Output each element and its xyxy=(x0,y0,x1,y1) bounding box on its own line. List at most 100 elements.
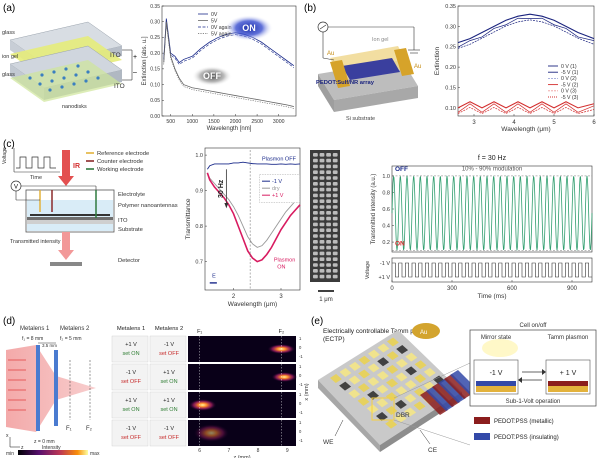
sem-nanoantenna xyxy=(326,164,331,169)
sem-nanoantenna xyxy=(326,222,331,227)
c2-on-label: ON xyxy=(395,240,405,247)
a-on-glow xyxy=(225,15,273,41)
c-electrode-legend xyxy=(86,152,94,170)
sem-nanoantenna xyxy=(319,274,325,279)
sem-nanoantenna xyxy=(332,158,338,163)
a-series-repeat-line xyxy=(163,20,295,68)
c2-xlabel: Time (ms) xyxy=(477,293,506,300)
panel-label-d: (d) xyxy=(3,316,15,327)
c2-xtick-label: 0 xyxy=(390,286,394,292)
b-xtick-label: 4 xyxy=(512,120,516,126)
d-ytick-label: -1 xyxy=(299,410,303,415)
e-pixel-tile xyxy=(404,380,417,390)
b-device-schematic xyxy=(317,21,420,112)
e-v-minus-label: -1 V xyxy=(490,370,503,377)
sem-nanoantenna xyxy=(313,274,318,279)
d-cell-state-2: set ON xyxy=(160,379,177,385)
d-f2-top: F₂ xyxy=(279,329,285,335)
a-series-repeat-line xyxy=(163,23,294,109)
c-time-axis: Time xyxy=(30,175,42,181)
d-header-1: Metalens 1 xyxy=(117,326,145,332)
e-mirror-label: Mirror state xyxy=(481,335,512,341)
d-cell-state-2: set OFF xyxy=(159,435,180,441)
b-series-line xyxy=(457,101,595,109)
c-ylabel: Transmittance xyxy=(185,198,192,239)
e-pixel-tile xyxy=(348,375,361,385)
d-cell-state-2: set ON xyxy=(160,407,177,413)
e-pixel-tile xyxy=(396,345,409,355)
d-header-2: Metalens 2 xyxy=(155,326,183,332)
e-electrode-stripe xyxy=(432,382,460,407)
e-tamm-label: Tamm plasmon xyxy=(548,335,589,341)
a-xtick-label: 2000 xyxy=(230,119,242,125)
sem-nanoantenna xyxy=(332,274,338,279)
b-ytick-label: 0.10 xyxy=(445,106,456,112)
sem-nanoantenna xyxy=(332,164,338,169)
c-polymer-label: Polymer nanoantennas xyxy=(118,203,178,209)
e-pixel-tile xyxy=(387,337,399,347)
sem-nanoantenna xyxy=(332,257,338,261)
sem-nanoantenna xyxy=(313,176,318,180)
d-xtick-label: 9 xyxy=(286,448,289,454)
a-ytick-label: 0.15 xyxy=(150,67,160,73)
e-switch-box xyxy=(469,329,597,407)
d-cell-state-1: set ON xyxy=(122,351,139,357)
sem-nanoantenna xyxy=(326,205,331,209)
sem-nanoantenna xyxy=(326,211,331,215)
e-pixel-tile xyxy=(386,378,398,388)
c-legend-label: -1 V xyxy=(272,179,282,185)
d-optics-diagram xyxy=(6,342,96,448)
d-cell-state-1: set OFF xyxy=(121,435,142,441)
d-colorbar-max: max xyxy=(90,451,100,457)
a-series-line xyxy=(163,21,294,107)
c-sem-image xyxy=(310,150,340,292)
d-f1-label: f₁ = 8 mm xyxy=(22,336,43,342)
e-pixel-tile xyxy=(367,390,379,400)
sem-nanoantenna xyxy=(313,269,318,273)
b-xlabel: Wavelength (μm) xyxy=(501,126,550,133)
a-xlabel: Wavelength [nm] xyxy=(207,126,252,132)
e-legend-metal-swatch xyxy=(474,417,490,424)
sem-nanoantenna xyxy=(332,211,338,215)
d-xtick-label: 7 xyxy=(227,448,230,454)
d-cell-state-2: set OFF xyxy=(159,351,180,357)
d-ytick-label: 1 xyxy=(299,392,302,397)
c-legend-label: +1 V xyxy=(272,193,284,199)
sem-nanoantenna xyxy=(313,170,318,174)
e-electrode-stripe xyxy=(438,378,466,403)
c2-vtick-label: -1 V xyxy=(380,261,390,267)
sem-nanoantenna xyxy=(326,187,331,192)
sem-nanoantenna xyxy=(319,153,325,157)
sem-nanoantenna xyxy=(332,222,338,227)
e-pixel-tile xyxy=(339,381,352,391)
sem-nanoantenna xyxy=(313,240,318,244)
c-xlabel: Wavelength (μm) xyxy=(228,301,277,308)
e-pixel-tile xyxy=(385,419,398,429)
sem-nanoantenna xyxy=(319,245,325,250)
d-cell-voltage-1: -1 V xyxy=(126,370,136,376)
e-ce-label: CE xyxy=(428,447,438,454)
d-z0-label: z = 0 mm xyxy=(34,439,55,445)
c-curve-plasmon-off xyxy=(207,161,301,170)
sem-nanoantenna xyxy=(319,193,325,198)
b-xtick-label: 3 xyxy=(472,120,476,126)
e-pixel-tile xyxy=(395,358,408,368)
sem-nanoantenna xyxy=(326,228,331,232)
c2-xtick-label: 600 xyxy=(507,286,518,292)
a-plot-frame xyxy=(161,5,297,117)
sem-nanoantenna xyxy=(319,170,325,174)
e-pixel-tile xyxy=(376,412,388,422)
sem-nanoantenna xyxy=(313,222,318,227)
e-pixel-tile xyxy=(413,401,426,411)
e-title-2: (ECTP) xyxy=(323,336,345,343)
sem-nanoantenna xyxy=(313,257,318,261)
d-cell-voltage-1: +1 V xyxy=(125,342,137,348)
sem-nanoantenna xyxy=(319,263,325,267)
b-ion-gel-label: Ion gel xyxy=(372,37,389,43)
sem-nanoantenna xyxy=(332,199,338,203)
c-transmitted-label: Transmitted intensity xyxy=(10,239,61,245)
c-legend-label: dry xyxy=(272,186,280,192)
c-e-label: E xyxy=(212,274,216,280)
e-pixel-tile xyxy=(394,413,407,423)
a-on-label: ON xyxy=(242,23,256,33)
